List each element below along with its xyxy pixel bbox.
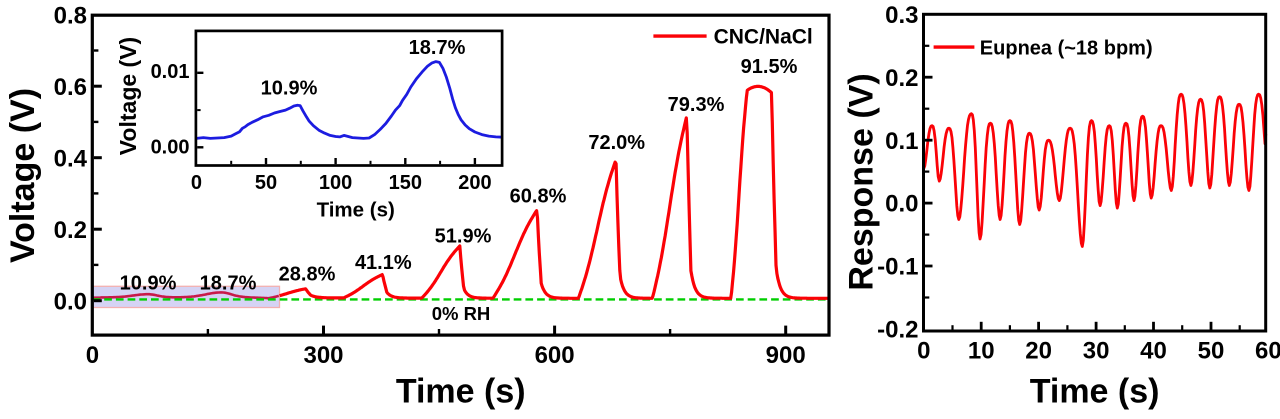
svg-text:0.2: 0.2 [885,65,918,92]
svg-text:0.4: 0.4 [54,145,88,172]
svg-text:300: 300 [303,342,343,369]
svg-text:60.8%: 60.8% [510,186,567,208]
svg-text:Time (s): Time (s) [396,373,526,411]
svg-text:900: 900 [766,342,806,369]
svg-text:60: 60 [1255,338,1280,365]
svg-text:0.8: 0.8 [54,2,87,29]
svg-text:0.6: 0.6 [54,74,87,101]
svg-text:51.9%: 51.9% [435,226,492,248]
svg-text:Response (V): Response (V) [843,73,881,290]
svg-text:20: 20 [1025,338,1052,365]
svg-text:10.9%: 10.9% [120,273,177,295]
svg-text:0: 0 [86,342,99,369]
svg-text:0.0: 0.0 [885,191,918,218]
svg-text:79.3%: 79.3% [668,94,725,116]
svg-text:0.2: 0.2 [54,217,87,244]
svg-text:0: 0 [191,172,202,194]
svg-text:28.8%: 28.8% [279,264,336,286]
svg-text:18.7%: 18.7% [200,273,257,295]
svg-text:40: 40 [1140,338,1167,365]
svg-text:0.0: 0.0 [54,288,87,315]
svg-text:10.9%: 10.9% [261,78,318,100]
svg-text:50: 50 [1198,338,1225,365]
svg-text:0% RH: 0% RH [432,303,491,324]
svg-text:0.01: 0.01 [151,61,190,83]
svg-text:18.7%: 18.7% [409,37,466,59]
svg-text:600: 600 [535,342,575,369]
svg-text:50: 50 [255,172,277,194]
svg-text:150: 150 [389,172,422,194]
svg-text:72.0%: 72.0% [588,132,645,154]
svg-text:-0.1: -0.1 [877,254,918,281]
svg-text:41.1%: 41.1% [355,252,412,274]
svg-text:0.3: 0.3 [885,2,918,29]
svg-text:Eupnea (~18 bpm): Eupnea (~18 bpm) [980,37,1153,59]
svg-text:30: 30 [1083,338,1110,365]
svg-text:0.1: 0.1 [885,128,918,155]
svg-text:0.00: 0.00 [151,137,190,159]
svg-text:Voltage (V): Voltage (V) [4,88,42,263]
svg-text:0: 0 [917,338,930,365]
svg-text:-0.2: -0.2 [877,317,918,344]
svg-text:200: 200 [458,172,491,194]
svg-text:91.5%: 91.5% [741,56,798,78]
svg-text:10: 10 [968,338,995,365]
svg-text:Time (s): Time (s) [317,199,395,222]
svg-text:Voltage (V): Voltage (V) [115,37,141,155]
svg-text:CNC/NaCl: CNC/NaCl [714,25,813,48]
svg-text:Time (s): Time (s) [1030,373,1160,411]
svg-text:100: 100 [319,172,352,194]
